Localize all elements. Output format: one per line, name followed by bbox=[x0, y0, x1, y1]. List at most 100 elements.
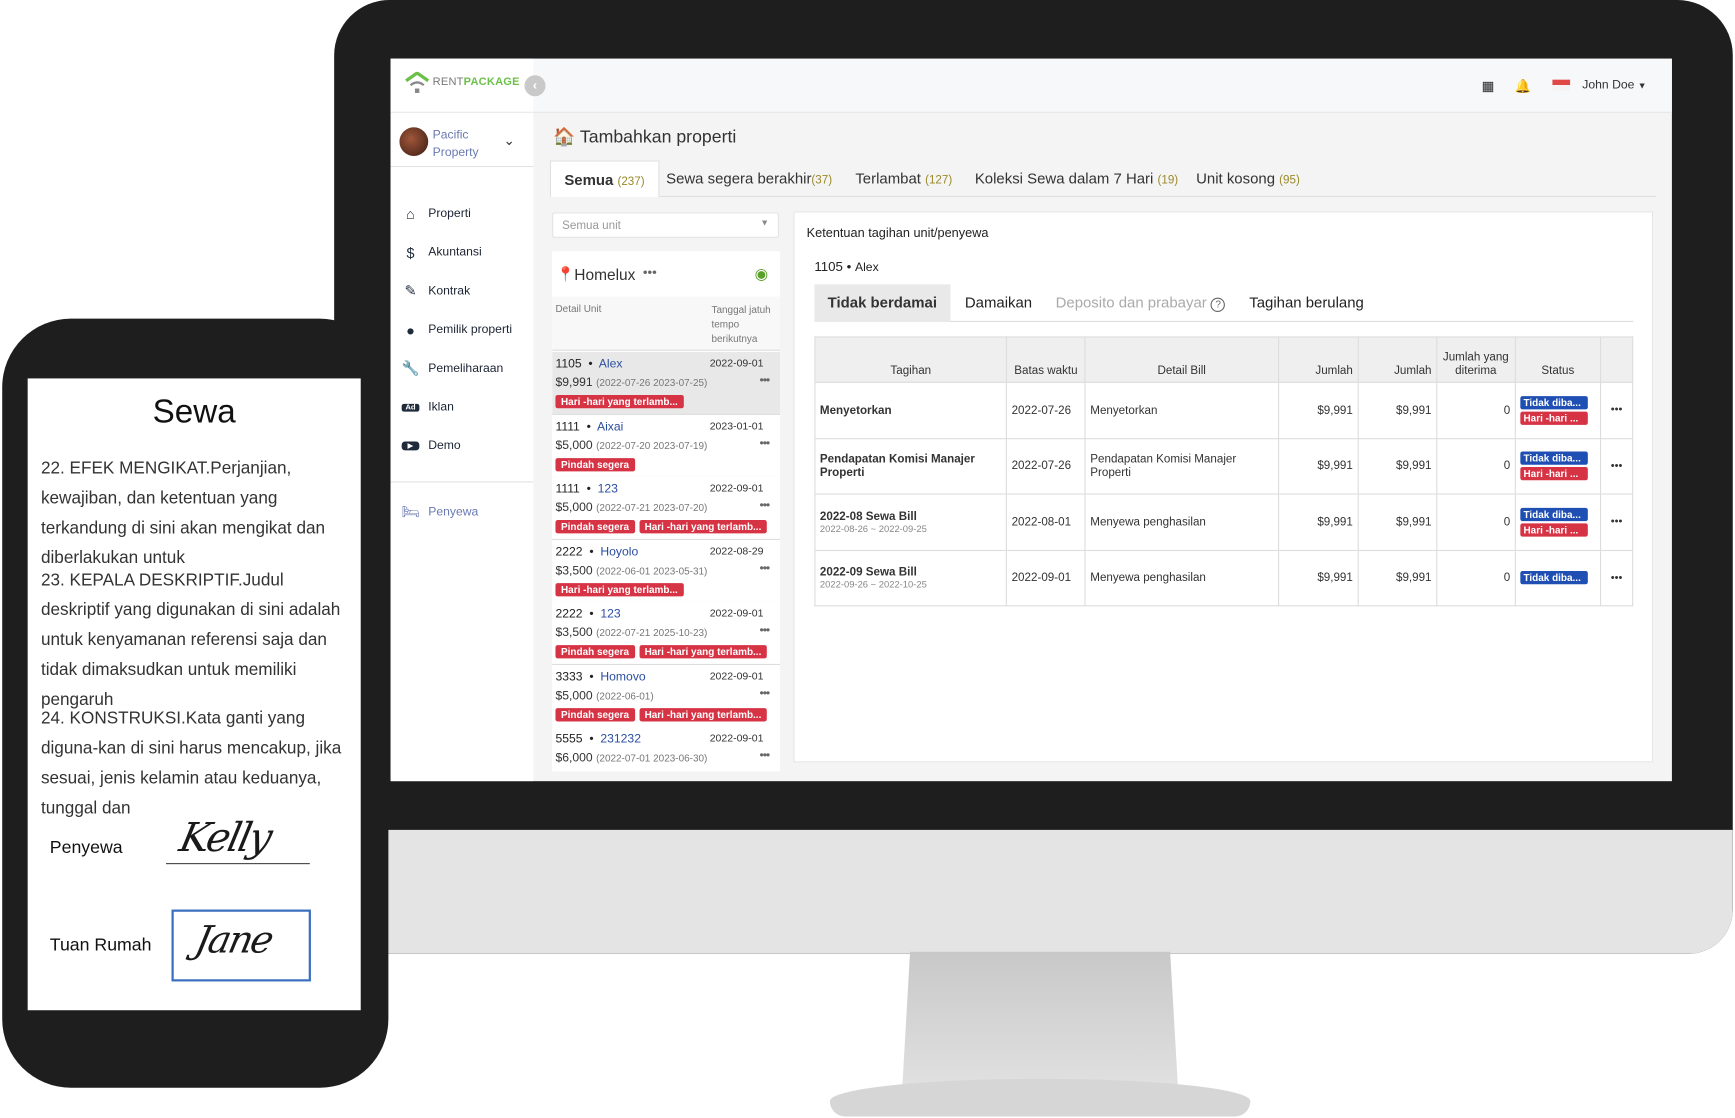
bill-amount-link[interactable]: $9,991 bbox=[1357, 437, 1438, 495]
sidebar-item-pemeliharaan[interactable]: 🔧 Pemeliharaan bbox=[402, 357, 504, 379]
tab-damaikan[interactable]: Damaikan bbox=[964, 294, 1033, 311]
calendar-icon[interactable]: ▦ bbox=[1481, 78, 1495, 95]
unit-row[interactable]: 2222 • Hoyolo 2022-08-29 $3,500 (2022-06… bbox=[552, 539, 781, 603]
tenant-link[interactable]: Homovo bbox=[600, 669, 646, 684]
unit-row[interactable]: 2222 • 123 2022-09-01 $3,500 (2022-07-21… bbox=[552, 601, 781, 666]
bill-amount-link[interactable]: $9,991 bbox=[1357, 549, 1438, 607]
unit-select-placeholder: Semua unit bbox=[562, 219, 621, 233]
sidebar-item-label: Demo bbox=[428, 439, 461, 453]
sidebar-item-pemilik-properti[interactable]: ● Pemilik properti bbox=[402, 319, 512, 341]
unit-more-button[interactable]: ••• bbox=[759, 436, 771, 450]
divider bbox=[390, 481, 534, 483]
sidebar-item-akuntansi[interactable]: $ Akuntansi bbox=[402, 241, 482, 263]
tab-semua[interactable]: Semua (237) bbox=[549, 160, 659, 197]
row-more-button[interactable]: ••• bbox=[1599, 549, 1634, 607]
col-jumlah-2: Jumlah bbox=[1357, 336, 1438, 383]
unit-more-button[interactable]: ••• bbox=[759, 499, 771, 513]
tab-label: Sewa segera berakhir bbox=[666, 170, 812, 187]
tab-terlambat[interactable]: Terlambat (127) bbox=[842, 160, 965, 197]
tenant-link[interactable]: Hoyolo bbox=[600, 544, 639, 559]
home-icon: ⌂ bbox=[406, 205, 415, 222]
row-more-button[interactable]: ••• bbox=[1599, 437, 1634, 495]
monitor-chin bbox=[334, 829, 1733, 954]
unit-row[interactable]: 1105 • Alex 2022-09-01 $9,991 (2022-07-2… bbox=[552, 351, 781, 415]
collapse-sidebar-button[interactable]: ‹ bbox=[524, 75, 546, 97]
unit-more-button[interactable]: ••• bbox=[759, 624, 771, 638]
unit-more-button[interactable]: ••• bbox=[759, 686, 771, 700]
tenant-link[interactable]: 231232 bbox=[600, 732, 641, 746]
unit-badges: Pindah segera Hari -hari yang terlamb... bbox=[555, 520, 767, 534]
user-menu[interactable]: John Doe ▼ bbox=[1582, 79, 1646, 92]
table-row[interactable]: Menyetorkan 2022-07-26 Menyetorkan $9,99… bbox=[814, 381, 1634, 439]
unit-title: 3333 • Homovo bbox=[555, 669, 646, 684]
logo-text: RENTPACKAGE bbox=[433, 76, 520, 88]
property-more-button[interactable]: ••• bbox=[642, 264, 657, 280]
tenant-link[interactable]: 123 bbox=[600, 607, 621, 621]
tab-tagihan-berulang[interactable]: Tagihan berulang bbox=[1249, 294, 1364, 311]
help-icon[interactable]: ? bbox=[1210, 297, 1226, 313]
unit-row[interactable]: 1111 • Aixai 2023-01-01 $5,000 (2022-07-… bbox=[552, 414, 781, 478]
tab-tidak-berdamai[interactable]: Tidak berdamai bbox=[814, 284, 951, 322]
tab-count: (19) bbox=[1157, 173, 1179, 187]
row-more-button[interactable]: ••• bbox=[1599, 493, 1634, 551]
row-more-button[interactable]: ••• bbox=[1599, 381, 1634, 439]
selected-tenant: Alex bbox=[854, 261, 879, 275]
status-badge: Tidak diba... bbox=[1520, 451, 1588, 466]
table-row[interactable]: 2022-09 Sewa Bill 2022-09-26 ~ 2022-10-25… bbox=[814, 549, 1634, 607]
unit-title: 2222 • Hoyolo bbox=[555, 544, 639, 559]
signature-line bbox=[165, 863, 310, 865]
tab-sewa-segera-berakhir[interactable]: Sewa segera berakhir(37) bbox=[653, 160, 846, 197]
tab-count: (237) bbox=[617, 174, 645, 189]
tab-koleksi-sewa[interactable]: Koleksi Sewa dalam 7 Hari (19) bbox=[962, 160, 1192, 197]
unit-rent: $5,000 (2022-07-21 2023-07-20) bbox=[555, 501, 707, 514]
col-status: Status bbox=[1514, 336, 1602, 383]
selected-unit-number: 1105 bbox=[814, 258, 843, 275]
tenant-link[interactable]: Aixai bbox=[596, 419, 624, 434]
tab-unit-kosong[interactable]: Unit kosong (95) bbox=[1183, 160, 1313, 197]
unit-more-button[interactable]: ••• bbox=[759, 561, 771, 575]
unit-more-button[interactable]: ••• bbox=[759, 749, 771, 763]
sidebar-item-iklan[interactable]: Ad Iklan bbox=[401, 396, 454, 418]
bell-icon[interactable]: 🔔 bbox=[1514, 78, 1532, 95]
property-switcher[interactable]: Pacific Property bbox=[433, 126, 479, 161]
sidebar-item-label: Pemeliharaan bbox=[428, 361, 504, 376]
bill-amount: $9,991 bbox=[1277, 549, 1359, 607]
tenant-link[interactable]: Alex bbox=[598, 357, 623, 371]
unit-row[interactable]: 1111 • 123 2022-09-01 $5,000 (2022-07-21… bbox=[552, 476, 781, 540]
chevron-down-icon[interactable]: ⌄ bbox=[503, 132, 515, 149]
tenant-link[interactable]: 123 bbox=[597, 482, 618, 496]
sidebar-item-penyewa[interactable]: 🛏 Penyewa bbox=[402, 501, 479, 523]
contract-icon: ✎ bbox=[404, 282, 417, 299]
monitor-base bbox=[829, 1078, 1251, 1117]
language-flag-icon[interactable] bbox=[1552, 79, 1571, 91]
unit-status-badge: Hari -hari yang terlamb... bbox=[639, 707, 767, 721]
user-icon: ● bbox=[406, 321, 415, 339]
property-name: Homelux bbox=[574, 265, 636, 284]
bill-amount: $9,991 bbox=[1277, 437, 1359, 495]
col-tagihan: Tagihan bbox=[814, 336, 1008, 383]
logo[interactable]: RENTPACKAGE bbox=[390, 58, 534, 113]
unit-row[interactable]: 5555 • 231232 2022-09-01 $6,000 (2022-07… bbox=[552, 726, 781, 772]
table-row[interactable]: 2022-08 Sewa Bill 2022-08-26 ~ 2022-09-25… bbox=[814, 493, 1634, 551]
status-badge: Hari -hari ... bbox=[1520, 467, 1588, 481]
unit-amount: $6,000 bbox=[555, 751, 593, 765]
sidebar-item-label: Iklan bbox=[428, 400, 454, 414]
bill-name-cell: Pendapatan Komisi Manajer Properti bbox=[814, 437, 1008, 495]
unit-status-badge: Pindah segera bbox=[555, 707, 635, 721]
bill-amount-link[interactable]: $9,991 bbox=[1357, 381, 1438, 439]
avatar[interactable] bbox=[399, 127, 429, 157]
sidebar-item-demo[interactable]: ▶ Demo bbox=[401, 435, 461, 457]
landlord-signature-box[interactable]: Jane bbox=[171, 909, 311, 982]
tab-deposito-dan-prabayar[interactable]: Deposito dan prabayar ? bbox=[1056, 284, 1226, 322]
eye-icon[interactable]: ◉ bbox=[754, 264, 769, 283]
unit-row[interactable]: 3333 • Homovo 2022-09-01 $5,000 (2022-06… bbox=[552, 664, 781, 728]
sidebar-item-properti[interactable]: ⌂ Properti bbox=[402, 202, 471, 224]
bill-amount-link[interactable]: $9,991 bbox=[1357, 493, 1438, 551]
bill-period: 2022-09-26 ~ 2022-10-25 bbox=[819, 578, 927, 591]
unit-more-button[interactable]: ••• bbox=[759, 373, 771, 388]
table-row[interactable]: Pendapatan Komisi Manajer Properti 2022-… bbox=[814, 437, 1634, 495]
sidebar-item-kontrak[interactable]: ✎ Kontrak bbox=[402, 280, 470, 302]
unit-select[interactable]: Semua unit ▼ bbox=[552, 212, 779, 238]
contract-clause: 24. KONSTRUKSI.Kata ganti yang diguna-ka… bbox=[40, 709, 342, 818]
unit-due-date: 2022-09-01 bbox=[709, 669, 764, 683]
